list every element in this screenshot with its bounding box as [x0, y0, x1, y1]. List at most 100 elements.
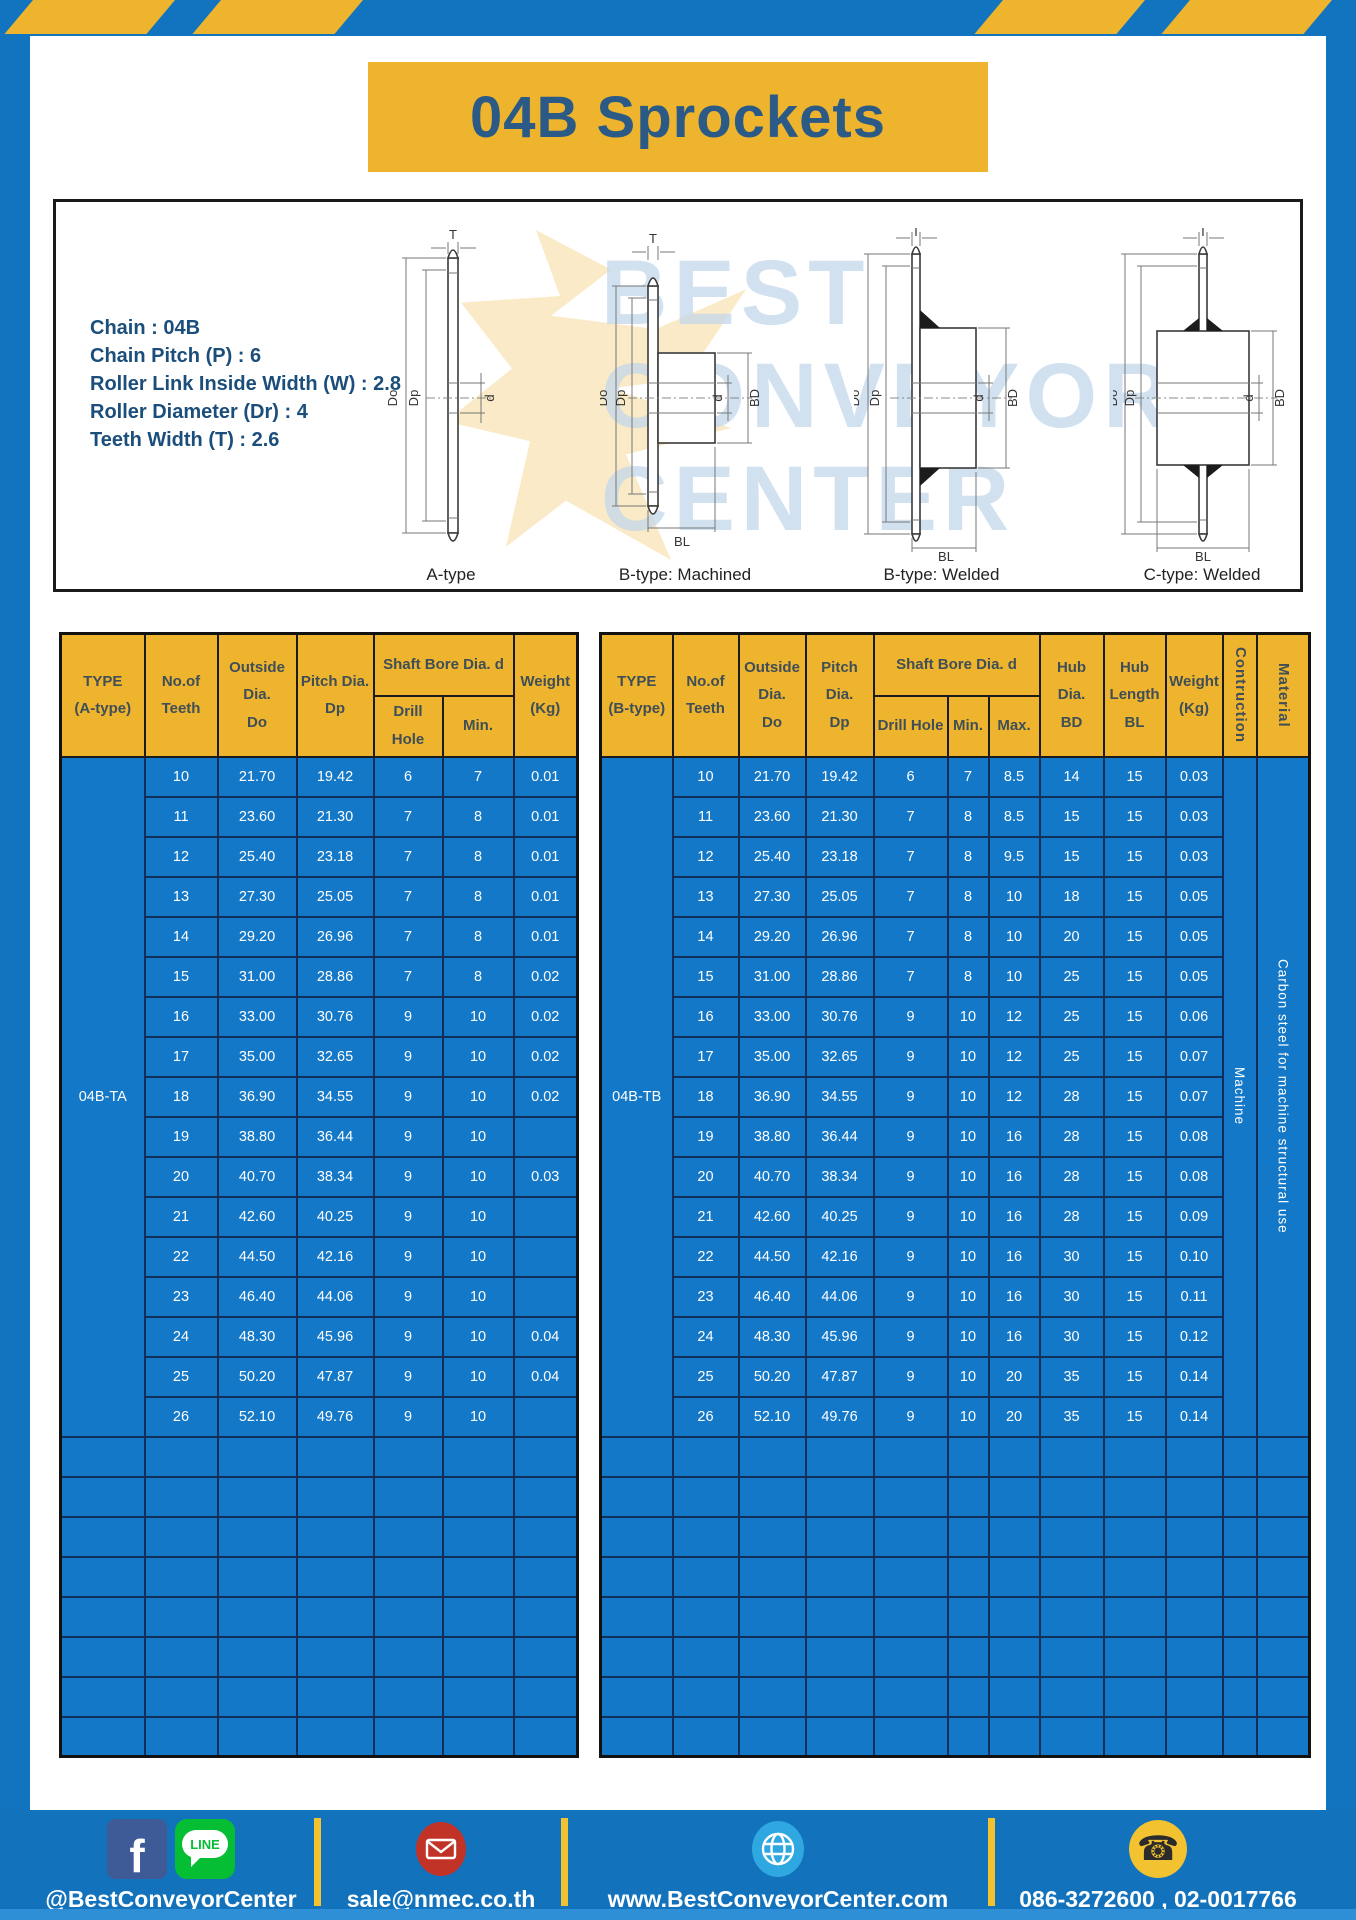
empty-cell [143, 1715, 219, 1758]
weight-cell: 0.11 [1164, 1275, 1224, 1318]
outside-dia-cell: 48.30 [737, 1315, 807, 1358]
sprocket-b-machined-figure: T Do Dp d [600, 228, 770, 585]
drill-hole-cell: 7 [872, 835, 949, 878]
hub-length-cell: 15 [1102, 795, 1167, 838]
max-cell: 12 [987, 1035, 1041, 1078]
table-a-body: 04B-TA 10 21.70 19.42 6 7 0.01 11 23.60 21.30 7 8 0.… [59, 755, 579, 1758]
weight-cell: 0.10 [1164, 1235, 1224, 1278]
table-row: 17 35.00 32.65 9 10 12 25 15 0.07 [601, 1035, 1310, 1078]
teeth-cell: 16 [143, 995, 219, 1038]
empty-cell [1038, 1715, 1105, 1758]
empty-cell [872, 1475, 949, 1518]
drill-hole-cell: 9 [372, 1395, 444, 1438]
pitch-dia-cell: 23.18 [295, 835, 375, 878]
empty-cell [216, 1515, 298, 1558]
empty-cell [1221, 1635, 1258, 1678]
max-cell: 16 [987, 1235, 1041, 1278]
footer-phone-section: ☎ 086-3272600 , 02-0017766 [995, 1810, 1321, 1920]
pitch-dia-cell: 26.96 [295, 915, 375, 958]
empty-cell [372, 1475, 444, 1518]
table-row: 24 48.30 45.96 9 10 0.04 [61, 1315, 579, 1358]
outside-dia-cell: 29.20 [216, 915, 298, 958]
outside-dia-cell: 50.20 [737, 1355, 807, 1398]
empty-cell [1038, 1595, 1105, 1638]
teeth-cell: 25 [671, 1355, 740, 1398]
drill-hole-cell: 9 [872, 1395, 949, 1438]
empty-cell [59, 1475, 146, 1518]
pitch-dia-cell: 36.44 [804, 1115, 875, 1158]
hub-length-cell: 15 [1102, 1315, 1167, 1358]
table-row: 18 36.90 34.55 9 10 0.02 [61, 1075, 579, 1118]
svg-text:d: d [482, 394, 497, 401]
hub-length-cell: 15 [1102, 955, 1167, 998]
teeth-cell: 15 [143, 955, 219, 998]
teeth-cell: 12 [671, 835, 740, 878]
hub-dia-cell: 35 [1038, 1395, 1105, 1438]
sprocket-b-welded-drawing: T Do Dp d [854, 228, 1020, 563]
min-cell: 10 [441, 1035, 515, 1078]
empty-cell [804, 1595, 875, 1638]
empty-cell [737, 1515, 807, 1558]
svg-text:Do: Do [600, 390, 610, 407]
construction-cell: Machine [1221, 755, 1258, 1438]
outside-dia-cell: 33.00 [737, 995, 807, 1038]
min-cell: 10 [441, 1115, 515, 1158]
teeth-cell: 22 [143, 1235, 219, 1278]
teeth-cell: 24 [671, 1315, 740, 1358]
empty-cell [1221, 1435, 1258, 1478]
empty-cell [804, 1715, 875, 1758]
empty-cell [1102, 1435, 1167, 1478]
outside-dia-cell: 33.00 [216, 995, 298, 1038]
empty-row [59, 1715, 579, 1758]
hub-dia-cell: 28 [1038, 1155, 1105, 1198]
min-cell: 10 [441, 1355, 515, 1398]
weight-cell: 0.05 [1164, 915, 1224, 958]
empty-cell [216, 1475, 298, 1518]
pitch-dia-cell: 47.87 [804, 1355, 875, 1398]
pitch-dia-cell: 21.30 [804, 795, 875, 838]
top-decor-band [0, 0, 1356, 36]
pitch-dia-cell: 42.16 [804, 1235, 875, 1278]
hub-dia-cell: 30 [1038, 1315, 1105, 1358]
table-row: 22 44.50 42.16 9 10 16 30 15 0.10 [601, 1235, 1310, 1278]
drill-hole-cell: 9 [372, 1275, 444, 1318]
sprocket-b-welded-figure: T Do Dp d [854, 228, 1029, 585]
outside-dia-cell: 38.80 [737, 1115, 807, 1158]
header-shaft-bore: Shaft Bore Dia. d [372, 632, 515, 697]
hub-length-cell: 15 [1102, 1355, 1167, 1398]
empty-row [59, 1435, 579, 1478]
min-cell: 10 [946, 1035, 990, 1078]
empty-cell [737, 1635, 807, 1678]
svg-text:Dp: Dp [867, 390, 882, 407]
header-teeth: No.of Teeth [671, 632, 740, 758]
facebook-icon: f [107, 1819, 167, 1879]
empty-cell [599, 1435, 674, 1478]
drill-hole-cell: 9 [372, 1155, 444, 1198]
outside-dia-cell: 35.00 [737, 1035, 807, 1078]
empty-cell [599, 1555, 674, 1598]
empty-cell [216, 1635, 298, 1678]
svg-text:T: T [449, 228, 457, 242]
outside-dia-cell: 48.30 [216, 1315, 298, 1358]
hub-length-cell: 15 [1102, 995, 1167, 1038]
weight-cell: 0.03 [1164, 835, 1224, 878]
empty-cell [1221, 1475, 1258, 1518]
hub-dia-cell: 18 [1038, 875, 1105, 918]
empty-cell [1255, 1435, 1311, 1478]
empty-cell [441, 1595, 515, 1638]
empty-cell [1164, 1675, 1224, 1718]
empty-cell [737, 1555, 807, 1598]
empty-cell [599, 1675, 674, 1718]
teeth-cell: 26 [671, 1395, 740, 1438]
outside-dia-cell: 38.80 [216, 1115, 298, 1158]
min-cell: 10 [946, 1075, 990, 1118]
chain-specs: Chain : 04B Chain Pitch (P) : 6 Roller L… [90, 314, 401, 454]
pitch-dia-cell: 45.96 [804, 1315, 875, 1358]
spec-line: Chain : 04B [90, 317, 201, 339]
empty-cell [671, 1715, 740, 1758]
empty-cell [1255, 1715, 1311, 1758]
empty-cell [1164, 1635, 1224, 1678]
empty-cell [671, 1515, 740, 1558]
drill-hole-cell: 9 [372, 1355, 444, 1398]
footer-divider [561, 1818, 568, 1906]
